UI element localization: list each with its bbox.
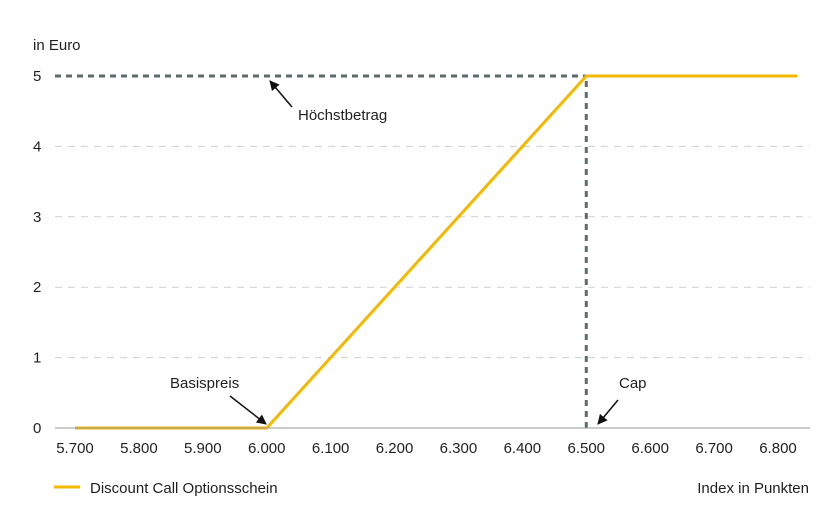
y-axis-title: in Euro: [33, 37, 81, 54]
axis-layer: 0 1 2 3 4 5 5.700 5.800 5.900 6.000 6.100 6.200 6.30…: [33, 68, 810, 457]
x-tick-label: 6.300: [440, 440, 478, 457]
x-axis-title: Index in Punkten: [697, 480, 809, 497]
annotation-arrow: [269, 80, 293, 108]
x-tick-label: 6.100: [312, 440, 350, 457]
x-tick-label: 5.700: [56, 440, 94, 457]
annotation-label: Basispreis: [170, 375, 239, 392]
x-tick-label: 6.200: [376, 440, 414, 457]
x-tick-label: 5.800: [120, 440, 158, 457]
x-tick-label: 6.700: [695, 440, 733, 457]
legend: Discount Call Optionsschein: [54, 480, 278, 497]
annotation-label: Cap: [619, 375, 647, 392]
annotation-arrow: [597, 399, 619, 425]
x-tick-label: 5.900: [184, 440, 222, 457]
y-tick-label: 0: [33, 420, 41, 437]
y-tick-label: 3: [33, 209, 41, 226]
x-tick-label: 6.600: [631, 440, 669, 457]
legend-label: Discount Call Optionsschein: [90, 480, 278, 497]
annotation-layer: Höchstbetrag Basispreis Cap: [170, 80, 647, 425]
reference-lines-layer: [55, 74, 588, 428]
x-tick-label: 6.400: [504, 440, 542, 457]
y-tick-label: 1: [33, 350, 41, 367]
x-tick-label: 6.500: [567, 440, 605, 457]
y-tick-label: 5: [33, 68, 41, 85]
grid-layer: [55, 145, 810, 359]
x-tick-label: 6.800: [759, 440, 797, 457]
annotation-label: Höchstbetrag: [298, 107, 387, 124]
annotation-arrow: [229, 395, 267, 425]
y-tick-label: 2: [33, 279, 41, 296]
x-tick-label: 6.000: [248, 440, 286, 457]
y-tick-label: 4: [33, 138, 41, 155]
